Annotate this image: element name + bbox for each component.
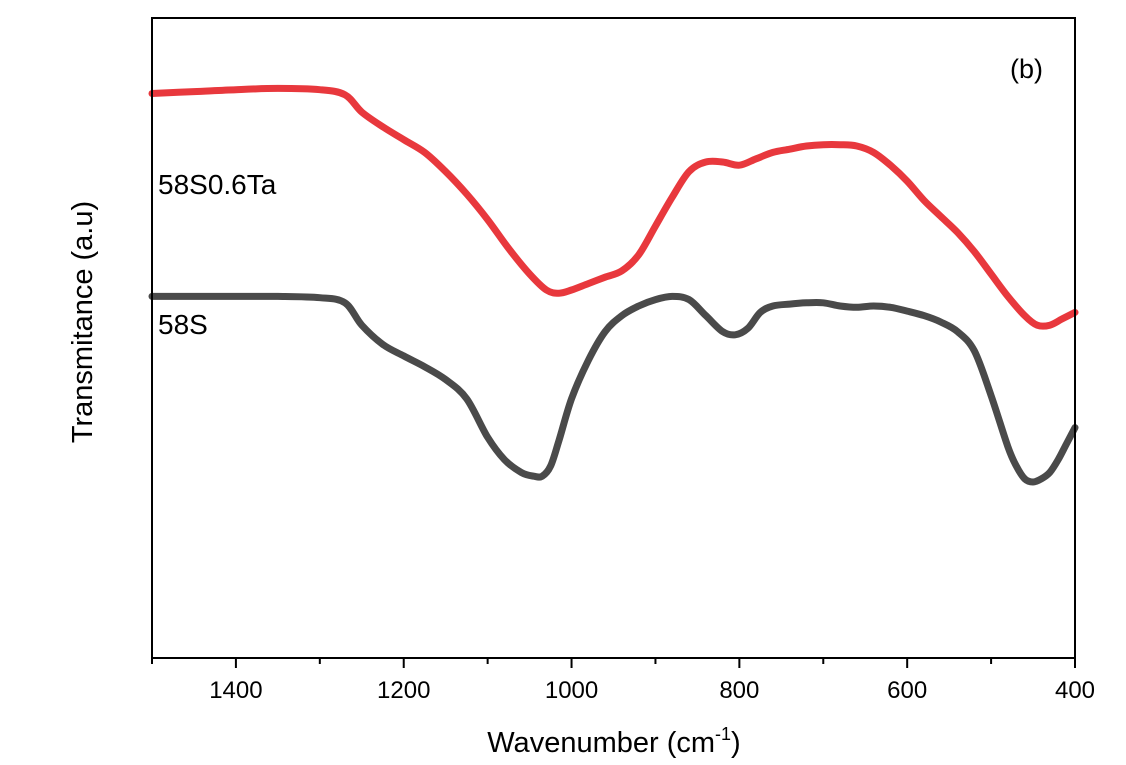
x-tick-label-800: 800 <box>719 677 759 704</box>
x-tick-label-1400: 1400 <box>209 677 262 704</box>
series-label-58S: 58S <box>158 309 208 340</box>
x-axis-label-sup: -1 <box>715 724 731 744</box>
x-axis-label-close: ) <box>731 727 741 759</box>
series-line-58S <box>148 292 1079 486</box>
x-ticks: 1400 1200 1000 800 600 400 <box>151 658 1095 704</box>
x-axis-label-main: Wavenumber (cm <box>487 727 715 759</box>
panel-label: (b) <box>1010 54 1043 84</box>
y-axis-label: Transmitance (a.u) <box>67 201 99 443</box>
x-tick-label-1200: 1200 <box>377 677 430 704</box>
x-axis-label: Wavenumber (cm-1) <box>487 724 740 759</box>
x-tick-label-400: 400 <box>1055 677 1095 704</box>
x-tick-label-600: 600 <box>887 677 927 704</box>
plot-lines <box>148 84 1079 486</box>
plot-frame <box>151 17 1076 659</box>
series-label-58S0.6Ta: 58S0.6Ta <box>158 169 277 200</box>
x-tick-label-1000: 1000 <box>545 677 598 704</box>
series-line-58S0.6Ta <box>148 84 1079 330</box>
